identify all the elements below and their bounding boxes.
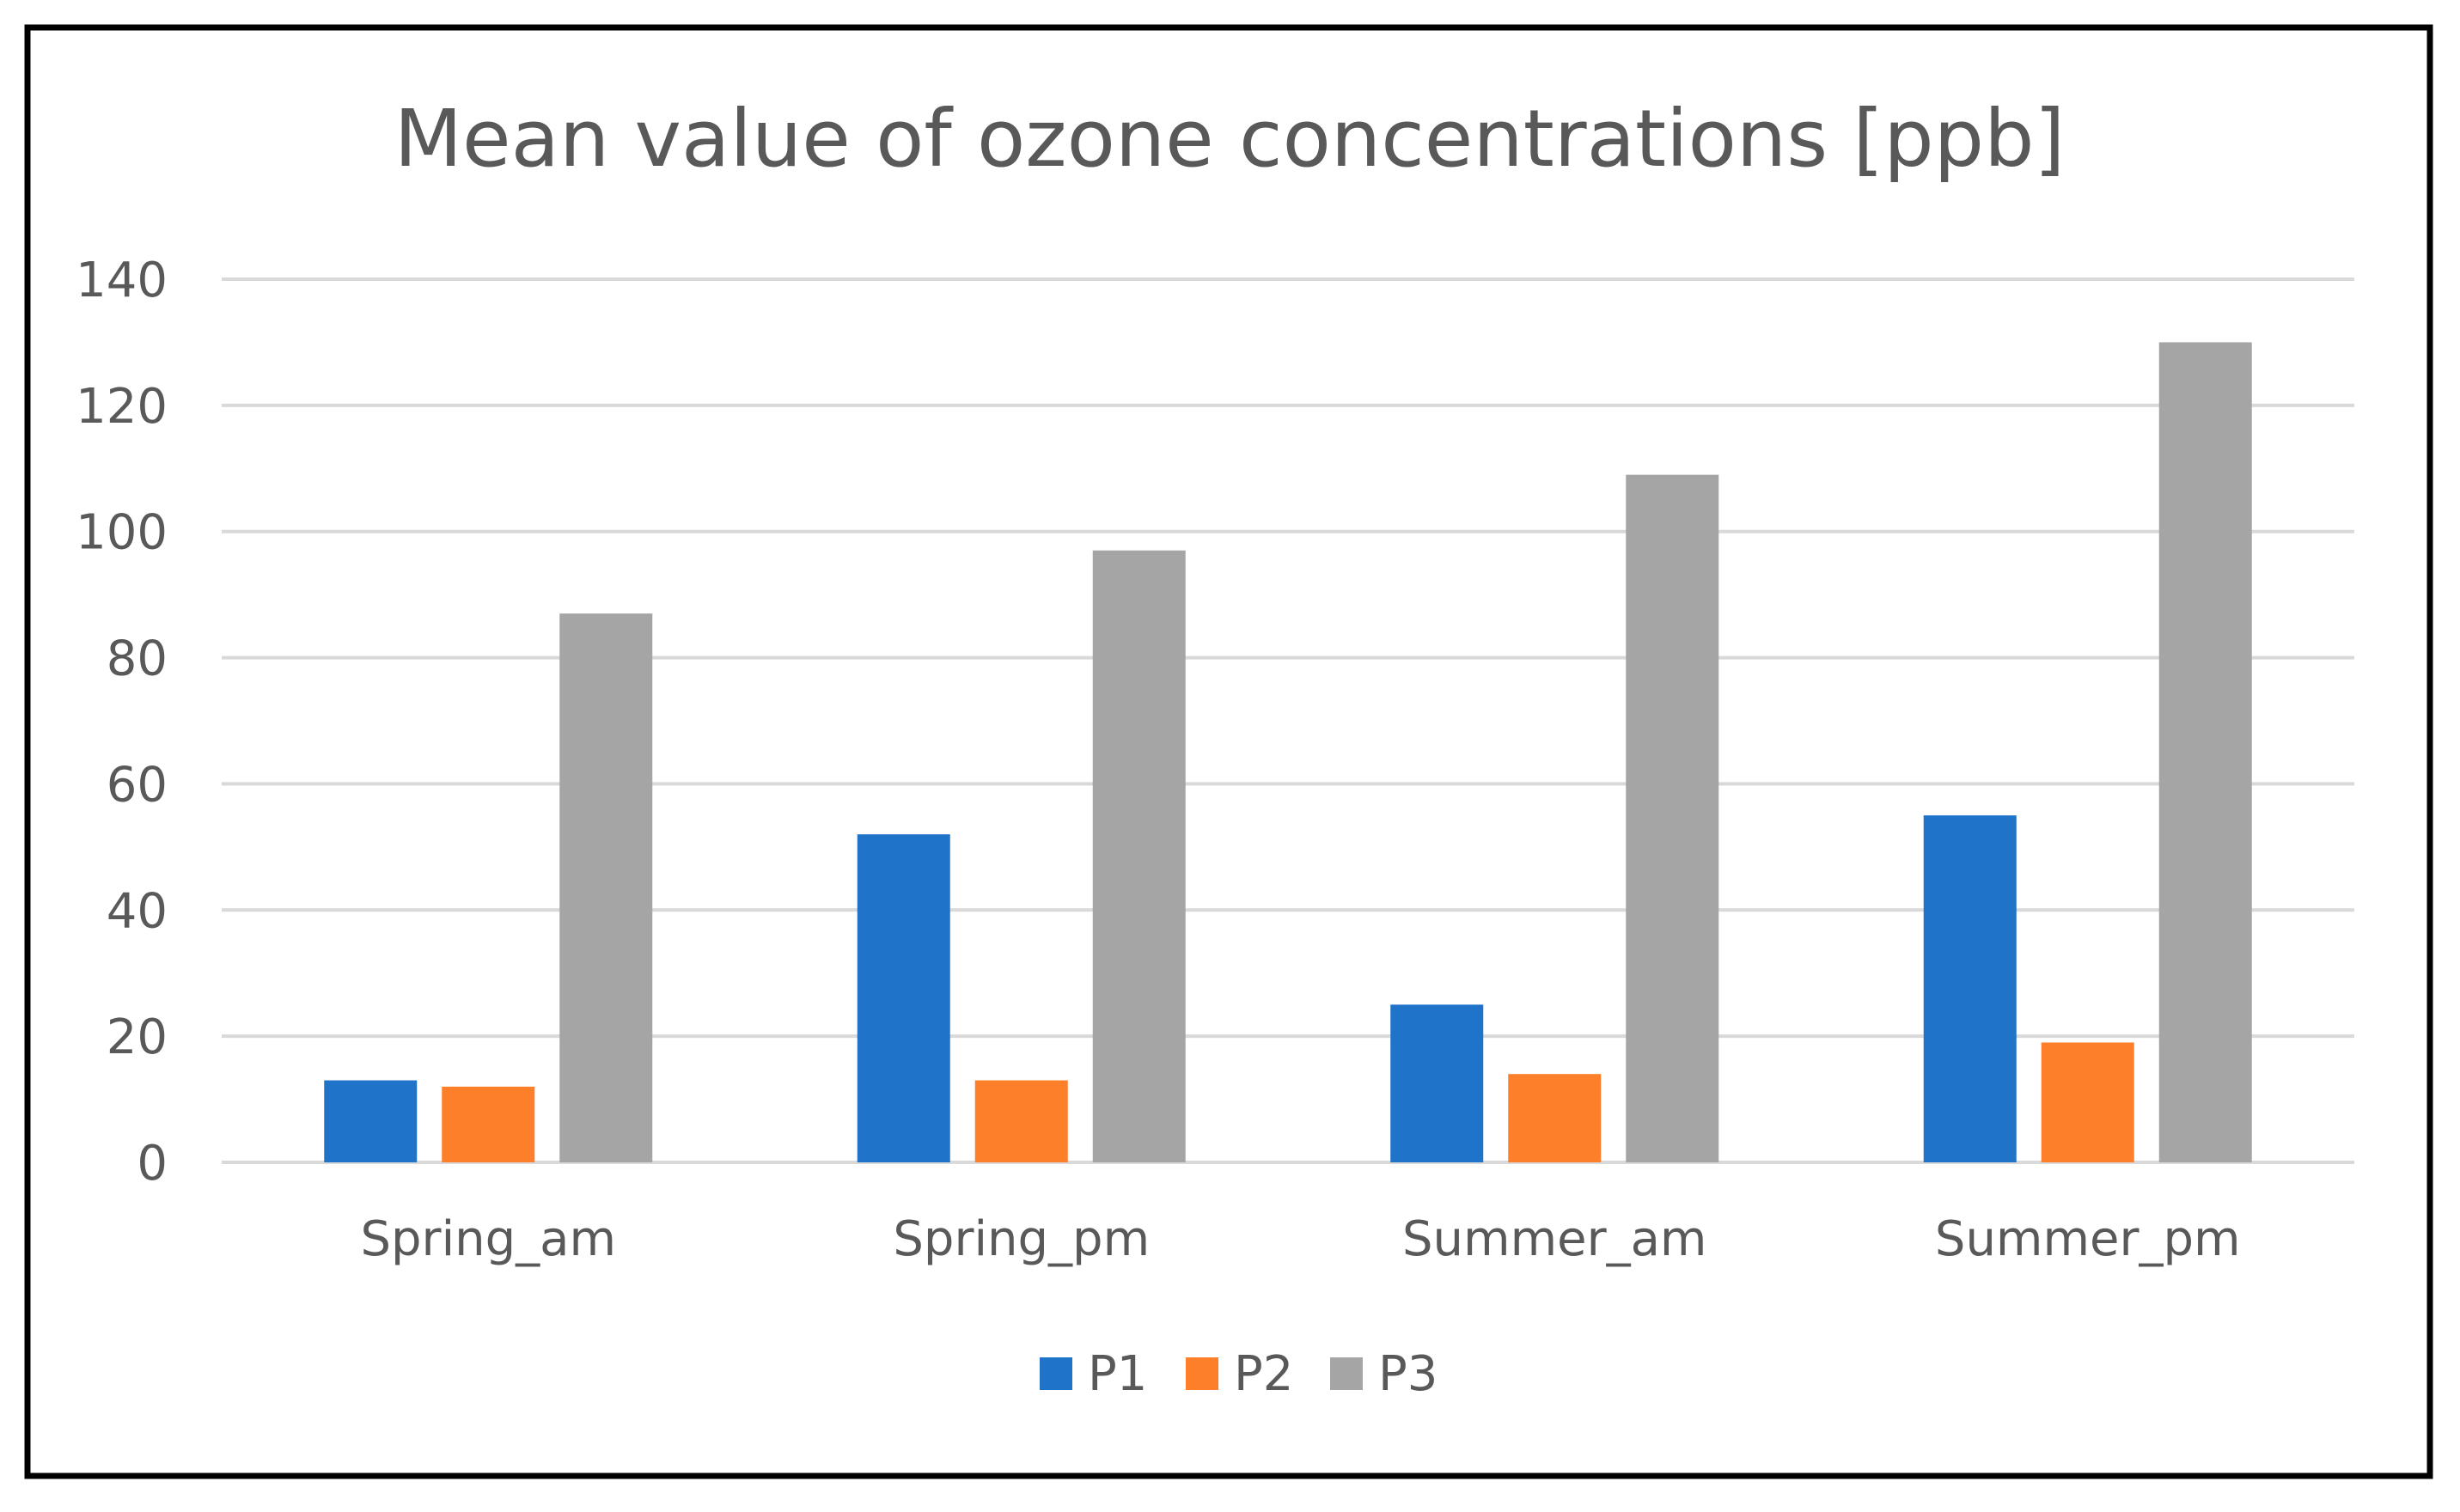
x-tick-label: Spring_pm [893,1211,1150,1267]
y-tick-label: 60 [107,757,168,813]
legend-swatch-p2 [1186,1357,1218,1390]
bar-p1-summer-pm [1923,815,2017,1162]
bar-p1-summer-am [1390,1004,1484,1162]
y-tick-label: 100 [76,505,168,561]
legend-label-p1: P1 [1088,1346,1147,1402]
bar-p3-summer-am [1626,474,1719,1162]
bar-p1-spring-am [324,1080,418,1162]
y-tick-label: 80 [107,631,168,687]
bars [324,342,2252,1162]
bar-p3-spring-am [559,613,653,1162]
x-axis-tick-labels: Spring_am Spring_pm Summer_am Summer_pm [360,1211,2240,1267]
bar-p2-summer-pm [2041,1042,2134,1162]
y-tick-label: 20 [107,1009,168,1065]
y-tick-label: 140 [76,253,168,308]
chart-frame [24,24,2433,1479]
bar-p3-summer-pm [2158,342,2252,1162]
bar-p2-summer-am [1508,1074,1602,1162]
bar-p2-spring-pm [974,1080,1068,1162]
x-tick-label: Summer_am [1402,1211,1706,1267]
legend-swatch-p1 [1040,1357,1072,1390]
y-tick-label: 40 [107,883,168,939]
y-tick-label: 120 [76,379,168,435]
legend-label-p3: P3 [1378,1346,1438,1402]
legend-label-p2: P2 [1234,1346,1293,1402]
y-tick-label: 0 [137,1136,168,1192]
y-axis-tick-labels: 0 20 40 60 80 100 120 140 [76,253,168,1192]
legend-swatch-p3 [1330,1357,1363,1390]
bar-p3-spring-pm [1092,550,1186,1162]
x-tick-label: Summer_pm [1935,1211,2241,1267]
bar-p1-spring-pm [857,834,950,1162]
bar-p2-spring-am [442,1086,535,1162]
legend: P1 P2 P3 [1040,1346,1438,1402]
x-tick-label: Spring_am [360,1211,616,1267]
chart-title: Mean value of ozone concentrations [ppb] [394,93,2066,185]
